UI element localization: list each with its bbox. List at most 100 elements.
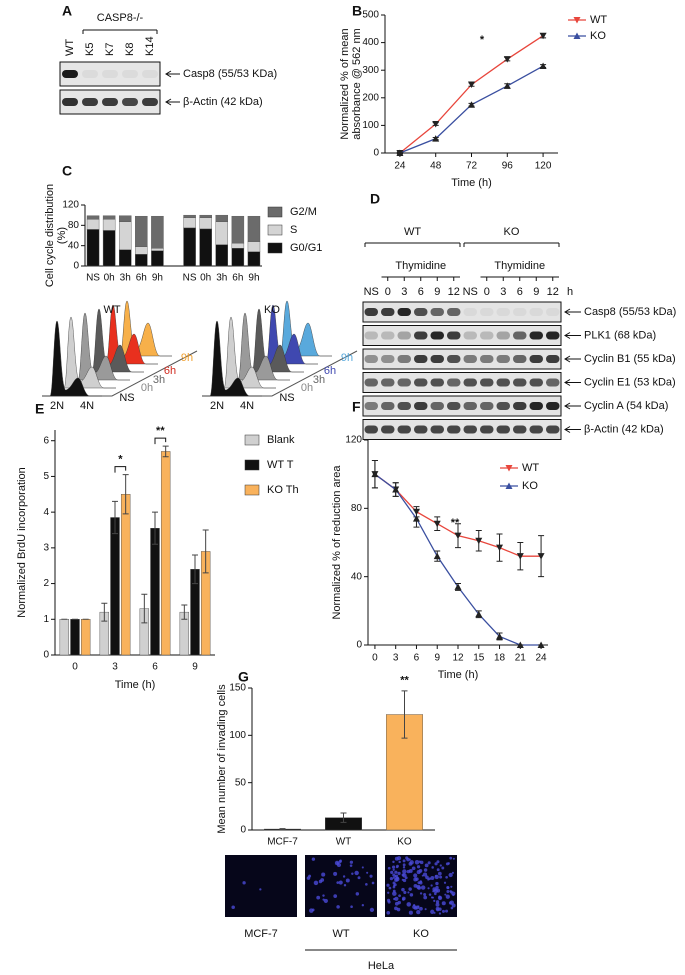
nucleus [436,860,440,864]
point [392,486,400,493]
nucleus [311,857,316,861]
histogram [42,320,102,397]
bracket [154,437,167,445]
flow-label: 6h [164,365,176,377]
bar-segment [247,215,261,242]
x-tick-label: 21 [515,653,527,664]
nucleus [436,868,440,872]
x-tick-label: 24 [536,653,548,664]
bar-segment [135,246,148,255]
nucleus [413,873,418,878]
flow-label: NS [279,392,294,404]
nucleus [392,860,395,864]
band [529,402,543,410]
point [432,135,440,142]
band [529,425,543,434]
nucleus [322,894,325,897]
band [62,98,78,106]
nucleus [338,860,342,864]
band-label: β-Actin (42 kDa) [584,423,664,435]
nucleus [407,891,410,894]
nucleus [338,880,343,885]
band [430,355,444,363]
bar-segment [135,215,148,247]
nucleus [365,883,368,886]
band [546,402,560,410]
nucleus [424,863,429,868]
band-label: Cyclin E1 (53 kDa) [584,376,676,388]
nucleus [392,881,396,885]
bar-segment [118,221,132,250]
nucleus [423,893,427,897]
nucleus [351,872,354,875]
y-tick-label: 200 [362,92,379,103]
nucleus [389,877,394,881]
x-tick-label: 6 [414,653,420,664]
band-label: Casp8 (55/53 KDa) [183,68,277,80]
band [463,331,477,340]
flow-label: 4N [80,400,94,412]
lane-label: 3 [401,286,407,298]
x-tick-label: 3h [216,273,227,284]
band [82,70,98,78]
nucleus [417,905,420,908]
nucleus [416,865,421,869]
y-tick-label: 0 [240,825,246,836]
nucleus [366,871,369,874]
bar-segment [118,215,132,222]
nucleus [396,907,401,912]
bar-segment [118,249,132,267]
lane-label: NS [463,286,478,298]
band-label: β-Actin (42 kDa) [183,96,263,108]
error-bar [181,604,188,620]
arrow [564,332,581,339]
y-axis-label: Mean number of invading cells [216,684,228,834]
nucleus [342,875,346,878]
nucleus [452,857,455,860]
error-bar [141,593,148,624]
panel-label: C [62,163,72,179]
legend-label: WT [590,14,607,26]
nucleus [306,876,311,880]
legend-swatch [267,224,283,236]
lane-label: WT [64,39,76,56]
band [364,402,378,410]
nucleus [402,869,407,874]
nucleus [423,872,428,877]
y-axis-label: Normalized BrdU incorporation [16,467,28,617]
arrow [564,426,581,433]
nucleus [430,896,433,899]
nucleus [401,887,405,892]
error-bar [101,602,108,622]
bar-segment [215,221,229,245]
x-tick-label: 72 [466,161,478,172]
band [513,308,527,316]
annotation: ** [156,425,165,437]
bar-segment [199,217,212,230]
band [364,425,378,434]
band [529,308,543,316]
nucleus [393,884,396,887]
band [447,378,461,387]
nucleus [452,893,455,897]
band [463,355,477,363]
bar-segment [151,250,164,267]
band [447,308,461,316]
point [537,641,545,648]
flow-label: NS [119,392,134,404]
legend-swatch [244,459,260,471]
bar-segment [151,248,164,251]
nucleus [432,890,435,893]
band [381,402,395,410]
nucleus [414,859,420,865]
nucleus [437,895,443,901]
point [539,32,547,40]
point [516,641,524,648]
image-label: KO [413,928,429,940]
band [463,378,477,387]
arrow [564,379,581,386]
nucleus [435,902,440,907]
x-tick-label: 15 [473,653,485,664]
x-tick-label: 24 [394,161,406,172]
arrow [564,308,581,316]
